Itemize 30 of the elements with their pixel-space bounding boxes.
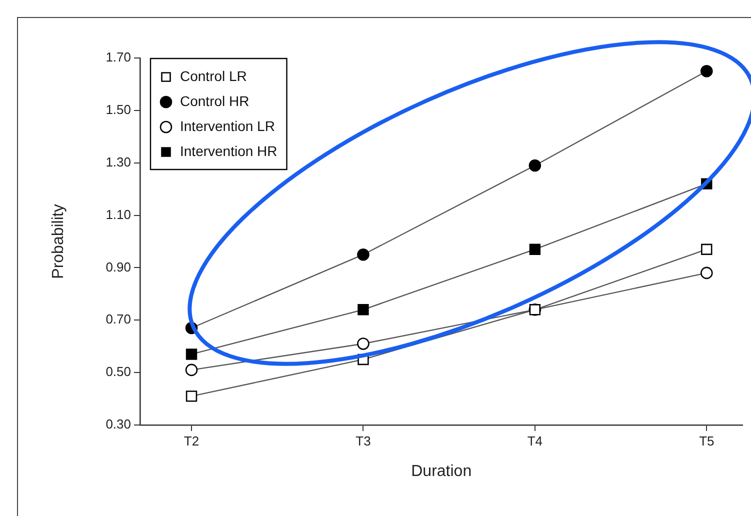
point bbox=[529, 304, 541, 316]
x-tick-label: T5 bbox=[699, 433, 714, 448]
point bbox=[528, 159, 542, 172]
legend-label: Control HR bbox=[180, 92, 250, 109]
point bbox=[700, 64, 713, 78]
point bbox=[186, 390, 198, 402]
point bbox=[186, 348, 198, 360]
point bbox=[358, 304, 369, 316]
y-axis-title: Probability bbox=[50, 204, 68, 279]
y-tick-label: 0.70 bbox=[106, 312, 131, 327]
point bbox=[529, 244, 541, 255]
y-tick-label: 0.50 bbox=[106, 364, 131, 380]
y-tick-label: 1.10 bbox=[106, 206, 131, 222]
legend-label: Intervention LR bbox=[180, 118, 275, 134]
legend-label: Intervention HR bbox=[180, 142, 278, 159]
point bbox=[357, 338, 370, 350]
y-tick-label: 0.90 bbox=[106, 259, 131, 274]
point bbox=[701, 244, 712, 255]
x-axis-title: Duration bbox=[411, 462, 472, 480]
point bbox=[185, 364, 198, 376]
point bbox=[700, 266, 713, 280]
y-tick-label: 1.70 bbox=[106, 50, 131, 65]
point bbox=[357, 248, 370, 261]
y-tick-label: 0.30 bbox=[106, 416, 131, 432]
x-tick-label: T3 bbox=[356, 433, 371, 448]
y-tick-label: 1.50 bbox=[106, 102, 131, 118]
y-tick-label: 1.30 bbox=[106, 154, 131, 170]
x-tick-label: T4 bbox=[527, 433, 543, 448]
legend-label: Control LR bbox=[180, 68, 247, 84]
x-tick-label: T2 bbox=[184, 433, 200, 448]
